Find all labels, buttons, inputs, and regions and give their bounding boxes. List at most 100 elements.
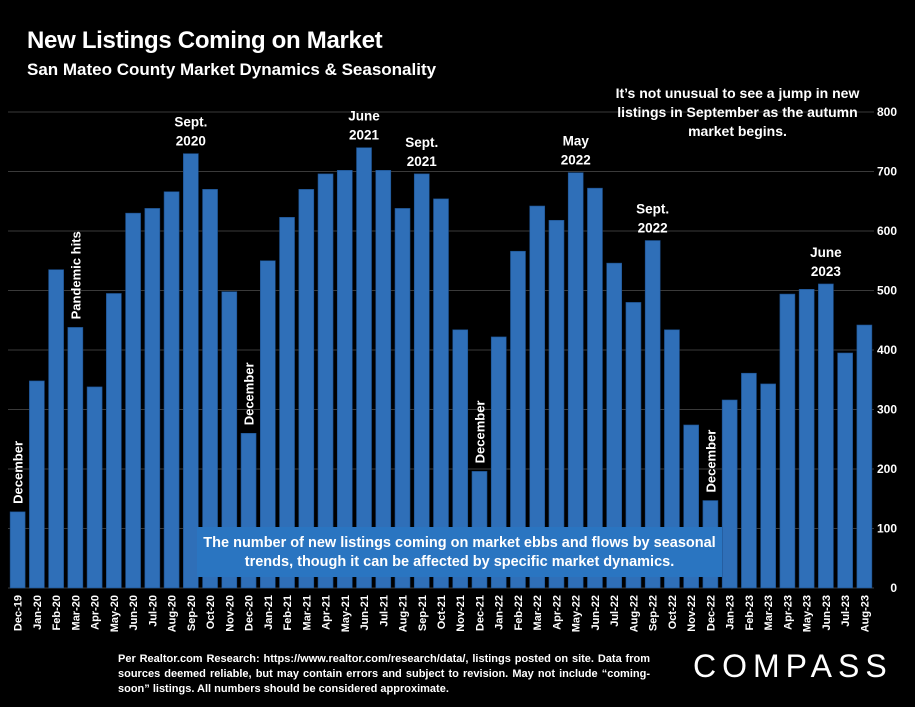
x-tick-label: Aug-22 xyxy=(628,595,640,632)
bar xyxy=(490,336,507,589)
bar xyxy=(163,191,180,589)
chart-title: New Listings Coming on Market xyxy=(27,27,383,54)
x-tick-label: May-21 xyxy=(340,595,352,632)
x-tick-label: Dec-19 xyxy=(13,595,25,631)
bar xyxy=(433,198,449,589)
seasonal-trends-callout: The number of new listings coming on mar… xyxy=(197,527,722,577)
bar xyxy=(606,262,623,589)
bar-annotation: December xyxy=(242,362,257,425)
y-tick-label: 400 xyxy=(877,343,897,357)
x-tick-label: Mar-22 xyxy=(532,595,544,630)
bar xyxy=(587,187,603,589)
x-tick-label: Jul-23 xyxy=(840,595,852,627)
x-tick-label: Jan-22 xyxy=(494,595,506,630)
x-tick-label: Jan-20 xyxy=(32,595,44,630)
bar xyxy=(644,240,661,589)
x-tick-label: Jun-20 xyxy=(128,595,140,630)
bar xyxy=(664,329,680,589)
x-tick-label: Jan-23 xyxy=(725,595,737,630)
bar xyxy=(548,219,565,589)
bar xyxy=(317,173,334,589)
x-tick-label: Aug-21 xyxy=(398,595,410,632)
y-tick-label: 100 xyxy=(877,522,897,536)
bar xyxy=(856,324,873,589)
y-tick-label: 300 xyxy=(877,403,897,417)
bar xyxy=(67,327,84,589)
y-tick-label: 600 xyxy=(877,224,897,238)
x-tick-label: Apr-21 xyxy=(321,595,333,630)
bar xyxy=(625,302,642,589)
bar-annotations: December Pandemic hits Sept. 2020 December Ju… xyxy=(11,109,843,504)
bar xyxy=(741,372,757,589)
bar xyxy=(356,147,372,589)
bar xyxy=(259,260,276,589)
bar xyxy=(183,153,199,589)
x-tick-label: Aug-23 xyxy=(859,595,871,632)
x-tick-label: Mar-23 xyxy=(763,595,775,630)
x-tick-label: Mar-20 xyxy=(70,595,82,630)
x-tick-label: Feb-20 xyxy=(51,595,63,630)
y-tick-label: 200 xyxy=(877,462,897,476)
bar xyxy=(510,250,526,589)
compass-logo: COMPASS xyxy=(693,648,893,684)
bar xyxy=(818,283,834,589)
bar xyxy=(9,511,26,589)
x-tick-label: Nov-21 xyxy=(455,595,467,632)
september-callout: It’s not unusual to see a jump in new li… xyxy=(615,85,860,139)
x-axis: Dec-19 Jan-20 Feb-20 Mar-20 Apr-20 May-20 Jun-… xyxy=(13,595,872,632)
x-tick-label: Sep-22 xyxy=(648,595,660,631)
y-tick-label: 500 xyxy=(877,284,897,298)
y-tick-label: 800 xyxy=(877,105,897,119)
bar xyxy=(336,170,353,589)
x-tick-label: May-22 xyxy=(571,595,583,632)
x-tick-label: Feb-21 xyxy=(282,595,294,630)
bar-annotation: Sept. 2021 xyxy=(405,135,438,169)
bar-annotation: December xyxy=(703,430,718,493)
bar-series xyxy=(9,147,873,589)
x-tick-label: Oct-20 xyxy=(205,595,217,629)
x-tick-label: Jun-23 xyxy=(821,595,833,630)
x-tick-label: Apr-23 xyxy=(782,595,794,630)
x-tick-label: Oct-22 xyxy=(667,595,679,629)
x-tick-label: Dec-20 xyxy=(244,595,256,631)
x-tick-label: Nov-22 xyxy=(686,595,698,632)
x-tick-label: Aug-20 xyxy=(167,595,179,632)
bar-annotation: June 2021 xyxy=(348,109,380,143)
bar xyxy=(529,205,546,589)
bar-annotation: Sept. 2020 xyxy=(174,115,207,149)
x-tick-label: Jul-21 xyxy=(378,595,390,627)
bar xyxy=(298,189,315,589)
bar xyxy=(760,383,776,589)
y-axis: 0 100 200 300 400 500 600 700 800 xyxy=(877,105,897,595)
bar xyxy=(375,170,392,589)
bar-annotation: Pandemic hits xyxy=(68,231,83,319)
bar xyxy=(452,329,469,589)
x-tick-label: Jul-22 xyxy=(609,595,621,627)
bar-annotation: June 2023 xyxy=(810,245,842,279)
bar xyxy=(48,269,64,589)
source-footnote: Per Realtor.com Research: https://www.re… xyxy=(118,653,650,695)
x-tick-label: Jun-21 xyxy=(359,595,371,630)
x-tick-label: Feb-22 xyxy=(513,595,525,630)
x-tick-label: Sep-21 xyxy=(417,595,429,631)
bar xyxy=(144,208,161,589)
x-tick-label: Dec-21 xyxy=(474,595,486,631)
bar xyxy=(567,172,584,589)
bar xyxy=(86,386,103,589)
x-tick-label: Nov-20 xyxy=(224,595,236,632)
bar xyxy=(798,289,815,589)
bar-annotation: May 2022 xyxy=(561,134,591,168)
x-tick-label: Jul-20 xyxy=(147,595,159,627)
bar xyxy=(202,189,218,589)
x-tick-label: Oct-21 xyxy=(436,595,448,629)
bar xyxy=(394,208,411,589)
bar xyxy=(279,217,295,589)
x-tick-label: Feb-23 xyxy=(744,595,756,630)
x-tick-label: Jan-21 xyxy=(263,595,275,630)
bar xyxy=(221,291,238,589)
y-tick-label: 0 xyxy=(890,581,897,595)
x-tick-label: May-20 xyxy=(109,595,121,632)
x-tick-label: Jun-22 xyxy=(590,595,602,630)
bar-annotation: December xyxy=(11,441,26,504)
